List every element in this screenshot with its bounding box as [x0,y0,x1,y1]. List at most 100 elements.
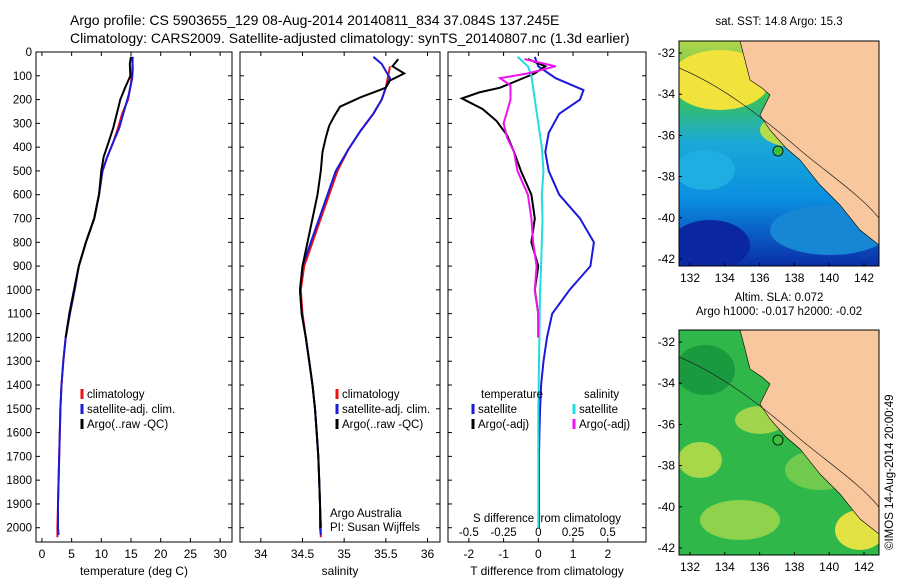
y-tick-label: 300 [13,118,32,130]
map-x-tick-label: 134 [715,271,735,285]
y-tick-label: 400 [13,142,32,154]
legend-entry: Argo(..raw -QC) [342,419,423,431]
header-line-2: Climatology: CARS2009. Satellite-adjuste… [70,30,630,46]
map-x-tick-label: 142 [854,271,874,285]
y-tick-label: 1700 [6,451,32,463]
map-y-tick-label: -38 [658,459,676,473]
x-top-tick-label: 0.5 [600,527,616,539]
series-line-argo [64,56,132,338]
annotation-text: Argo Australia [330,508,402,520]
map-x-tick-label: 142 [854,560,874,574]
map-x-tick-label: 136 [750,271,770,285]
imos-timestamp: ©IMOS 14-Aug-2014 20:00:49 [884,394,896,550]
y-tick-label: 100 [13,71,32,83]
y-tick-label: 1800 [6,475,32,487]
y-tick-label: 2000 [6,523,32,535]
x-tick-label: 5 [68,547,75,561]
x-tick-label: 1 [570,547,577,561]
legend-title-salinity: salinity [584,389,619,401]
y-tick-label: 1300 [6,356,32,368]
x-tick-label: 25 [184,547,198,561]
plot-frame [239,51,441,543]
legend-entry: Argo(..raw -QC) [87,419,168,431]
float-marker [772,145,784,157]
legend-entry: satellite [579,404,618,416]
map-x-tick-label: 138 [784,560,804,574]
map-y-tick-label: -40 [658,500,676,514]
x-tick-label: 35 [337,547,351,561]
depth-contour-2 [679,356,879,508]
sla-map: Altim. SLA: 0.072 Argo h1000: -0.017 h20… [658,292,880,574]
x-tick-label: 35.5 [374,547,398,561]
legend-entry: climatology [342,389,400,401]
y-tick-label: 1000 [6,285,32,297]
x-tick-label: 0 [535,547,542,561]
map-y-tick-label: -34 [658,87,676,101]
x-axis-label: T difference from climatology [470,564,624,578]
legend-entry: satellite-adj. clim. [342,404,430,416]
x-tick-label: 34 [254,547,268,561]
map-x-tick-label: 136 [750,560,770,574]
depth-contour [679,67,879,219]
difference-panel: -2 -1 0 1 2 T difference from climatology -0.5… [447,51,647,578]
y-tick-label: 1900 [6,499,32,511]
sla-map-title: Altim. SLA: 0.072 [735,292,824,304]
y-tick-label: 1500 [6,404,32,416]
series-line-sat [533,56,595,528]
y-tick-label: 500 [13,166,32,178]
map-x-tick-label: 138 [784,271,804,285]
map-x-tick-label: 134 [715,560,735,574]
map-y-tick-label: -34 [658,376,676,390]
y-tick-label: 600 [13,190,32,202]
x-tick-label: 34.5 [291,547,315,561]
x-tick-label: 20 [154,547,168,561]
y-tick-label: 1400 [6,380,32,392]
map-y-tick-label: -32 [658,46,676,60]
map-x-tick-label: 140 [819,560,839,574]
x-axis-label-top: S difference from climatology [473,513,621,525]
plot-frame [35,51,233,543]
legend-entry: Argo(-adj) [579,419,630,431]
temperature-panel: 0100200300400500600700800900100011001200… [6,47,233,578]
header-line-1: Argo profile: CS 5903655_129 08-Aug-2014… [70,12,559,28]
sla-map-subtitle: Argo h1000: -0.017 h2000: -0.02 [696,306,862,318]
y-tick-label: 900 [13,261,32,273]
map-x-tick-label: 132 [680,271,700,285]
map-y-tick-label: -42 [658,541,676,555]
y-tick-label: 1100 [7,309,32,321]
x-top-tick-label: -0.25 [490,527,516,539]
y-tick-label: 1200 [6,332,32,344]
x-tick-label: 0 [39,547,46,561]
x-top-tick-label: 0 [535,527,541,539]
x-tick-label: 36 [421,547,435,561]
legend-entry: climatology [87,389,145,401]
x-tick-label: -2 [464,547,475,561]
map-y-tick-label: -42 [658,252,676,266]
annotation-text: PI: Susan Wijffels [330,522,420,534]
x-axis-label: temperature (deg C) [80,564,188,578]
y-tick-label: 700 [13,214,32,226]
x-tick-label: -1 [498,547,509,561]
y-tick-label: 1600 [6,428,32,440]
salinity-panel: 34 34.5 35 35.5 36 salinity climatology satelli… [239,51,441,578]
series-line-sat_s [516,56,545,528]
y-tick-label: 800 [13,237,32,249]
y-tick-label: 0 [26,47,32,59]
map-y-tick-label: -36 [658,128,676,142]
map-x-tick-label: 132 [680,560,700,574]
map-y-tick-label: -40 [658,211,676,225]
x-tick-label: 2 [604,547,611,561]
legend-title-temperature: temperature [481,389,543,401]
y-tick-label: 200 [13,95,32,107]
legend-entry: Argo(-adj) [478,419,529,431]
map-x-tick-label: 140 [819,271,839,285]
float-marker-2 [772,434,784,446]
x-tick-label: 15 [124,547,138,561]
legend-entry: satellite-adj. clim. [87,404,175,416]
x-tick-label: 10 [95,547,109,561]
sst-map: sat. SST: 14.8 Argo: 15.3 132 134 136 138 14… [658,16,880,285]
x-axis-label: salinity [322,564,359,578]
map-y-tick-label: -32 [658,335,676,349]
legend-entry: satellite [478,404,517,416]
land-shape-2 [739,330,879,535]
